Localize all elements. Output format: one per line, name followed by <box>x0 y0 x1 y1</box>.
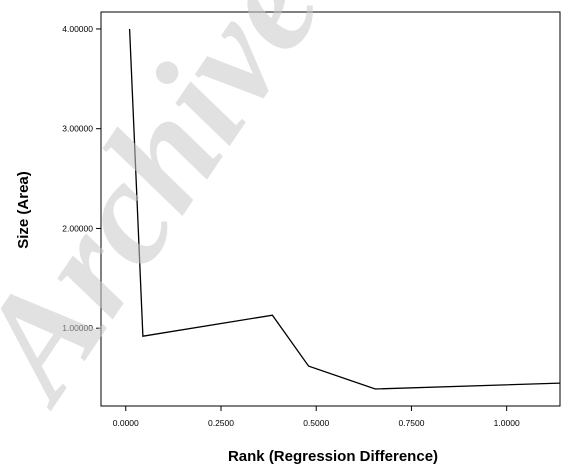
x-tick-label: 0.0000 <box>113 418 139 428</box>
series-layer <box>128 28 561 390</box>
axis-ticks: 1.00000 2.00000 3.00000 4.00000 0.0000 0.2500… <box>62 24 520 428</box>
x-tick-label: 0.7500 <box>398 418 424 428</box>
y-tick-label: 2.00000 <box>62 223 93 233</box>
series-line <box>128 28 561 390</box>
y-axis-title: Size (Area) <box>15 171 32 249</box>
x-tick-label: 1.0000 <box>494 418 520 428</box>
y-tick-label: 4.00000 <box>62 24 93 34</box>
x-tick-label: 0.2500 <box>208 418 234 428</box>
x-axis-title: Rank (Regression Difference) <box>228 448 438 465</box>
y-tick-label: 1.00000 <box>62 323 93 333</box>
x-tick-label: 0.5000 <box>303 418 329 428</box>
y-tick-label: 3.00000 <box>62 124 93 134</box>
plot-frame <box>100 11 561 407</box>
